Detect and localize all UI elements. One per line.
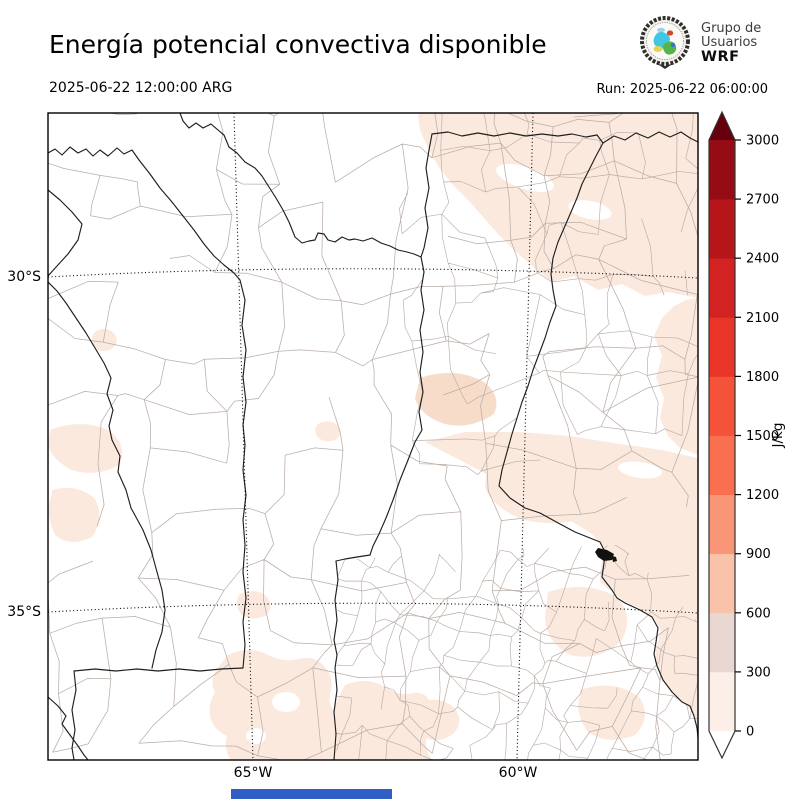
svg-text:3000: 3000: [746, 134, 779, 149]
yaxis-tick-35S: 35°S: [7, 604, 41, 620]
department-boundaries-west: [48, 113, 698, 760]
gridline-35S: [48, 602, 698, 614]
svg-text:900: 900: [746, 547, 771, 562]
map-frame: [47, 112, 699, 761]
footer-brand-bar: [231, 789, 392, 799]
xaxis-tick-60W: 60°W: [498, 765, 538, 781]
page-title: Energía potencial convectiva disponible: [49, 30, 547, 59]
province-boundaries: [48, 113, 698, 760]
globe-emblem-icon: [640, 16, 690, 69]
svg-text:2700: 2700: [746, 193, 779, 208]
yaxis-tick-30S: 30°S: [7, 269, 41, 285]
svg-text:1800: 1800: [746, 370, 779, 385]
svg-text:300: 300: [746, 665, 771, 680]
logo-line-1: Grupo de: [701, 21, 762, 36]
graticule-gridlines: [48, 113, 698, 760]
colorbar-unit-label: J/kg: [770, 423, 786, 449]
logo-line-2: Usuarios: [701, 35, 758, 50]
svg-text:1500: 1500: [746, 429, 779, 444]
cape-shading-patches: [48, 113, 698, 760]
buenos-aires-city-marker: [595, 548, 617, 562]
svg-text:0: 0: [746, 725, 754, 740]
colorbar-tick-labels: 0 300 600 900 1200 1500 1800 2100 2400 2700 3000: [746, 134, 779, 740]
svg-text:600: 600: [746, 606, 771, 621]
svg-text:2100: 2100: [746, 311, 779, 326]
xaxis-tick-65W: 65°W: [233, 765, 273, 781]
wrf-group-logo: Grupo de Usuarios WRF: [638, 14, 761, 72]
colorbar-over-arrow: [709, 112, 735, 140]
colorbar-ticks: [735, 139, 741, 732]
valid-time-label: 2025-06-22 12:00:00 ARG: [49, 80, 233, 96]
colorbar-under-arrow: [709, 731, 735, 758]
logo-text: Grupo de Usuarios WRF: [701, 21, 762, 65]
colorbar: 0 300 600 900 1200 1500 1800 2100 2400 2700 3000 J…: [708, 110, 786, 760]
logo-line-wrf: WRF: [701, 49, 740, 65]
svg-text:1200: 1200: [746, 488, 779, 503]
svg-text:2400: 2400: [746, 252, 779, 267]
run-time-label: Run: 2025-06-22 06:00:00: [596, 82, 768, 97]
colorbar-segments: [709, 140, 735, 732]
